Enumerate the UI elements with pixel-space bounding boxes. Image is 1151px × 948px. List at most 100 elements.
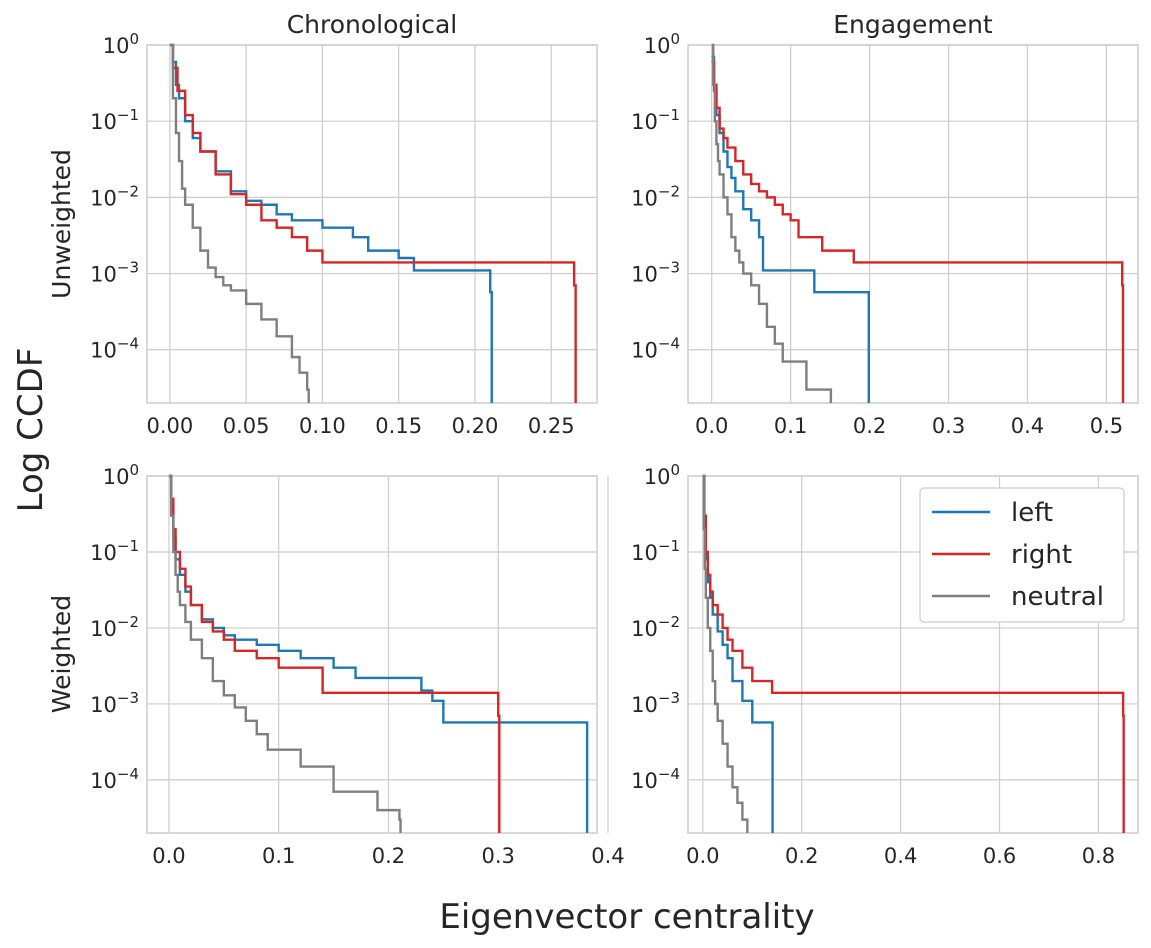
x-tick-label: 0.3 — [932, 414, 965, 438]
y-tick-exponent: 0 — [129, 461, 139, 479]
x-tick-label: 0.15 — [375, 414, 422, 438]
legend: left right neutral — [919, 487, 1125, 623]
legend-label-neutral: neutral — [1011, 582, 1104, 612]
y-tick-label: 100 — [644, 30, 680, 58]
y-tick-exponent: −4 — [658, 335, 680, 353]
panels: 0.00 0.05 0.10 0.15 0.20 0.2510010−110−210−31… — [90, 30, 1139, 868]
x-tick-label: 0.00 — [146, 414, 193, 438]
y-tick-exponent: −2 — [117, 182, 139, 200]
series-line-right — [168, 474, 501, 833]
global-xlabel: Eigenvector centrality — [439, 897, 814, 937]
y-tick-exponent: −2 — [658, 182, 680, 200]
y-tick-exponent: −2 — [117, 613, 139, 631]
legend-label-right: right — [1011, 540, 1072, 570]
x-tick-label: 0.4 — [884, 844, 917, 868]
axes-frame — [146, 44, 598, 404]
y-tick-exponent: −4 — [658, 765, 680, 783]
row-label-unweighted: Unweighted — [47, 149, 76, 299]
y-tick-base: 10 — [90, 541, 117, 565]
y-tick-label: 10−2 — [90, 182, 139, 210]
y-tick-exponent: −1 — [658, 537, 680, 555]
y-tick-exponent: −2 — [658, 613, 680, 631]
x-tick-label: 0.05 — [223, 414, 270, 438]
y-tick-label: 10−2 — [90, 613, 139, 641]
y-tick-base: 10 — [90, 769, 117, 793]
legend-label-left: left — [1011, 498, 1053, 528]
x-tick-label: 0.3 — [482, 844, 515, 868]
y-tick-label: 100 — [103, 461, 139, 489]
panel-0: 0.00 0.05 0.10 0.15 0.20 0.2510010−110−210−31… — [90, 30, 598, 438]
y-tick-exponent: −3 — [117, 259, 139, 277]
series-line-right — [711, 60, 1125, 403]
y-tick-exponent: −1 — [117, 106, 139, 124]
y-tick-label: 10−1 — [90, 106, 139, 134]
y-tick-label: 10−3 — [631, 689, 680, 717]
y-tick-base: 10 — [644, 465, 671, 489]
row-label-weighted: Weighted — [47, 595, 76, 713]
y-tick-base: 10 — [103, 465, 130, 489]
series-line-right — [169, 43, 577, 403]
y-tick-base: 10 — [90, 263, 117, 287]
y-tick-base: 10 — [631, 693, 658, 717]
series-line-neutral — [702, 474, 749, 833]
y-tick-base: 10 — [90, 186, 117, 210]
y-tick-label: 10−4 — [90, 335, 139, 363]
y-tick-label: 100 — [103, 30, 139, 58]
x-tick-label: 0.20 — [452, 414, 499, 438]
axes-frame — [687, 475, 1139, 834]
y-tick-label: 10−1 — [631, 537, 680, 565]
y-tick-exponent: 0 — [670, 30, 680, 48]
axes-frame — [687, 44, 1139, 404]
x-tick-label: 0.0 — [695, 414, 728, 438]
y-tick-base: 10 — [631, 186, 658, 210]
y-tick-base: 10 — [631, 339, 658, 363]
x-tick-label: 0.2 — [372, 844, 405, 868]
series-line-right — [702, 474, 1125, 833]
y-tick-exponent: 0 — [129, 30, 139, 48]
y-tick-label: 10−2 — [631, 613, 680, 641]
series-line-neutral — [169, 43, 310, 403]
series-line-neutral — [711, 43, 833, 403]
y-tick-label: 10−1 — [631, 106, 680, 134]
y-tick-exponent: 0 — [670, 461, 680, 479]
y-tick-exponent: −1 — [658, 106, 680, 124]
y-tick-exponent: −1 — [117, 537, 139, 555]
y-tick-base: 10 — [90, 693, 117, 717]
x-tick-label: 0.5 — [1090, 414, 1123, 438]
legend-box — [919, 487, 1125, 623]
y-tick-label: 10−4 — [90, 765, 139, 793]
series-line-left — [169, 43, 493, 403]
x-tick-label: 0.8 — [1082, 844, 1115, 868]
x-tick-label: 0.10 — [299, 414, 346, 438]
y-tick-exponent: −4 — [117, 335, 139, 353]
axes-frame — [146, 475, 598, 834]
series-line-neutral — [168, 474, 402, 833]
y-tick-exponent: −3 — [658, 259, 680, 277]
series-line-left — [168, 474, 589, 833]
y-tick-label: 10−4 — [631, 765, 680, 793]
y-tick-exponent: −3 — [658, 689, 680, 707]
x-tick-label: 0.0 — [686, 844, 719, 868]
y-tick-base: 10 — [90, 110, 117, 134]
y-tick-base: 10 — [90, 339, 117, 363]
series-line-left — [711, 55, 870, 403]
y-tick-label: 10−3 — [90, 689, 139, 717]
y-tick-base: 10 — [631, 769, 658, 793]
y-tick-label: 100 — [644, 461, 680, 489]
y-tick-base: 10 — [644, 34, 671, 58]
series-line-left — [702, 474, 774, 833]
x-tick-label: 0.2 — [853, 414, 886, 438]
x-tick-label: 0.0 — [152, 844, 185, 868]
y-tick-exponent: −3 — [117, 689, 139, 707]
y-tick-label: 10−3 — [90, 259, 139, 287]
y-tick-label: 10−4 — [631, 335, 680, 363]
x-tick-label: 0.1 — [262, 844, 295, 868]
y-tick-base: 10 — [103, 34, 130, 58]
y-tick-label: 10−1 — [90, 537, 139, 565]
x-tick-label: 0.6 — [983, 844, 1016, 868]
y-tick-label: 10−3 — [631, 259, 680, 287]
y-tick-exponent: −4 — [117, 765, 139, 783]
